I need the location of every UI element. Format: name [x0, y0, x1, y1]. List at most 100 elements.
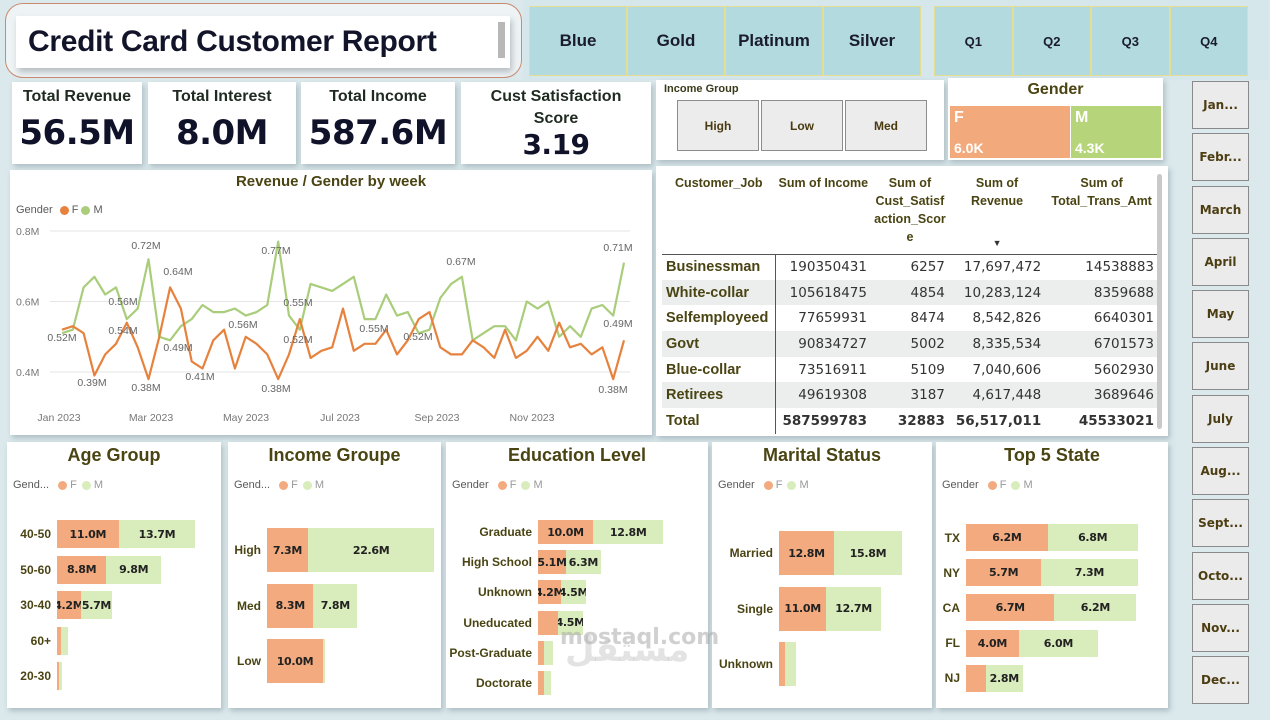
income-med-button[interactable]: Med — [845, 100, 927, 151]
bar-segment-male[interactable]: 4.5M — [557, 610, 583, 635]
bar-segment-female[interactable]: 7.3M — [267, 528, 308, 572]
bar-segment-male[interactable]: 15.8M — [834, 531, 902, 575]
bar-segment-male[interactable]: 6.2M — [1054, 594, 1137, 622]
legend-female[interactable]: F — [775, 479, 783, 491]
bar-segment-male[interactable]: 6.8M — [1047, 524, 1138, 551]
bar-segment-female[interactable]: 11.0M — [779, 586, 827, 631]
legend-female[interactable]: F — [291, 479, 298, 491]
legend-female[interactable]: F — [71, 204, 79, 216]
table-row[interactable]: Businessman 190350431 6257 17,697,472 145388… — [662, 254, 1158, 280]
bar-segment-male[interactable] — [785, 642, 797, 686]
table-row[interactable]: Selfemployeed 77659931 8474 8,542,826 664030… — [662, 305, 1158, 332]
title-scrollbar[interactable] — [498, 22, 505, 58]
bar-segment-female[interactable] — [966, 664, 986, 692]
table-row[interactable]: Blue-collar 73516911 5109 7,040,606 5602930 — [662, 356, 1158, 383]
bar-segment-female[interactable]: 4.2M — [57, 591, 81, 619]
bar-segment-female[interactable]: 11.0M — [57, 520, 119, 548]
bar-segment-female[interactable]: 10.0M — [538, 520, 593, 544]
bar-segment-female[interactable]: 12.8M — [779, 531, 835, 575]
legend-male[interactable]: M — [314, 479, 324, 491]
month-dec-button[interactable]: Dec... — [1192, 656, 1249, 705]
bar-segment-female[interactable]: 6.2M — [966, 524, 1048, 551]
col-header-trans-amt[interactable]: Sum of Total_Trans_Amt — [1045, 174, 1158, 255]
bar-segment-male[interactable] — [544, 640, 553, 665]
legend-female[interactable]: F — [999, 479, 1007, 491]
cell-revenue: 8,542,826 — [972, 310, 1042, 327]
legend-female[interactable]: F — [509, 479, 517, 491]
legend-male[interactable]: M — [799, 479, 809, 491]
bar-segment-male[interactable]: 13.7M — [118, 520, 196, 548]
bar-segment-male[interactable]: 5.7M — [80, 591, 113, 619]
month-apr-button[interactable]: April — [1192, 237, 1249, 286]
bar-segment-male[interactable] — [59, 662, 63, 690]
data-label: 0.64M — [163, 266, 192, 278]
col-header-income[interactable]: Sum of Income — [775, 174, 871, 255]
legend-male[interactable]: M — [93, 479, 103, 491]
bar-segment-female[interactable] — [57, 626, 61, 655]
line-series-m[interactable] — [61, 240, 626, 342]
sort-desc-icon[interactable]: ▼ — [992, 237, 1002, 248]
month-may-button[interactable]: May — [1192, 290, 1249, 339]
month-jan-button[interactable]: Jan... — [1192, 81, 1249, 129]
card-blue-button[interactable]: Blue — [529, 6, 627, 76]
col-header-revenue[interactable]: Sum of Revenue ▼ — [948, 174, 1046, 255]
table-scrollbar[interactable] — [1157, 174, 1162, 429]
bar-segment-male[interactable]: 2.8M — [985, 664, 1023, 692]
bar-segment-female[interactable]: 5.7M — [966, 559, 1042, 587]
income-low-button[interactable]: Low — [761, 100, 843, 151]
col-header-job[interactable]: Customer_Job — [662, 174, 776, 255]
bar-segment-male[interactable]: 7.8M — [313, 583, 358, 628]
bar-segment-female[interactable] — [538, 610, 558, 635]
month-jun-button[interactable]: June — [1192, 342, 1249, 391]
bar-segment-female[interactable] — [538, 640, 545, 665]
month-jul-button[interactable]: July — [1192, 394, 1249, 443]
col-header-satisfaction[interactable]: Sum of Cust_Satisf action_Scor e — [870, 174, 949, 255]
bar-segment-female[interactable]: 10.0M — [267, 639, 323, 683]
legend-female[interactable]: F — [70, 479, 77, 491]
month-nov-button[interactable]: Nov... — [1192, 603, 1249, 652]
line-series-f[interactable] — [61, 286, 626, 381]
bar-segment-female[interactable] — [538, 671, 544, 695]
table-row[interactable]: White-collar 105618475 4854 10,283,124 83596… — [662, 279, 1158, 306]
quarter-q4-button[interactable]: Q4 — [1169, 6, 1248, 76]
bar-segment-male[interactable]: 22.6M — [307, 528, 435, 572]
gender-male-tile[interactable]: M 4.3K — [1071, 106, 1161, 158]
month-aug-button[interactable]: Aug... — [1192, 447, 1249, 496]
quarter-q3-button[interactable]: Q3 — [1091, 6, 1170, 76]
line-chart-plot[interactable]: 0.8M 0.6M 0.4M Jan 2023 Mar 2023 May 2023 Jul … — [10, 170, 652, 435]
legend-male[interactable]: M — [533, 479, 543, 491]
card-gold-button[interactable]: Gold — [627, 6, 725, 76]
table-row[interactable]: Retirees 49619308 3187 4,617,448 3689646 — [662, 382, 1158, 409]
bar-segment-female[interactable]: 4.2M — [538, 580, 562, 605]
card-silver-button[interactable]: Silver — [823, 6, 921, 76]
month-sep-button[interactable]: Sept... — [1192, 499, 1249, 548]
bar-segment-male[interactable] — [543, 671, 552, 695]
bar-segment-male[interactable] — [323, 639, 326, 683]
bar-segment-male[interactable]: 7.3M — [1041, 559, 1138, 587]
legend-male[interactable]: M — [93, 204, 103, 216]
bar-segment-male[interactable]: 4.5M — [561, 580, 586, 605]
bar-segment-female[interactable] — [779, 642, 786, 686]
month-mar-button[interactable]: March — [1192, 185, 1249, 234]
income-high-button[interactable]: High — [677, 100, 759, 151]
quarter-q1-button[interactable]: Q1 — [934, 6, 1013, 76]
bar-segment-female[interactable]: 8.3M — [267, 583, 314, 628]
gender-female-tile[interactable]: F 6.0K — [950, 106, 1070, 158]
quarter-q2-button[interactable]: Q2 — [1012, 6, 1091, 76]
bar-segment-female[interactable]: 8.8M — [57, 555, 107, 584]
bar-segment-male[interactable] — [60, 626, 68, 655]
bar-segment-male[interactable]: 12.7M — [826, 586, 881, 631]
bar-segment-female[interactable]: 6.7M — [966, 594, 1055, 622]
bar-segment-male[interactable]: 12.8M — [593, 520, 664, 544]
legend-male[interactable]: M — [1023, 479, 1033, 491]
bar-segment-male[interactable]: 9.8M — [106, 555, 162, 584]
bar-segment-female[interactable]: 4.0M — [966, 629, 1019, 657]
bar-segment-female[interactable] — [57, 662, 59, 690]
bar-segment-female[interactable]: 5.1M — [538, 550, 567, 575]
bar-segment-male[interactable]: 6.3M — [566, 550, 601, 575]
bar-segment-male[interactable]: 6.0M — [1018, 629, 1098, 657]
card-platinum-button[interactable]: Platinum — [725, 6, 823, 76]
table-row[interactable]: Govt 90834727 5002 8,335,534 6701573 — [662, 331, 1158, 357]
month-oct-button[interactable]: Octo... — [1192, 551, 1249, 600]
month-feb-button[interactable]: Febr... — [1192, 133, 1249, 182]
